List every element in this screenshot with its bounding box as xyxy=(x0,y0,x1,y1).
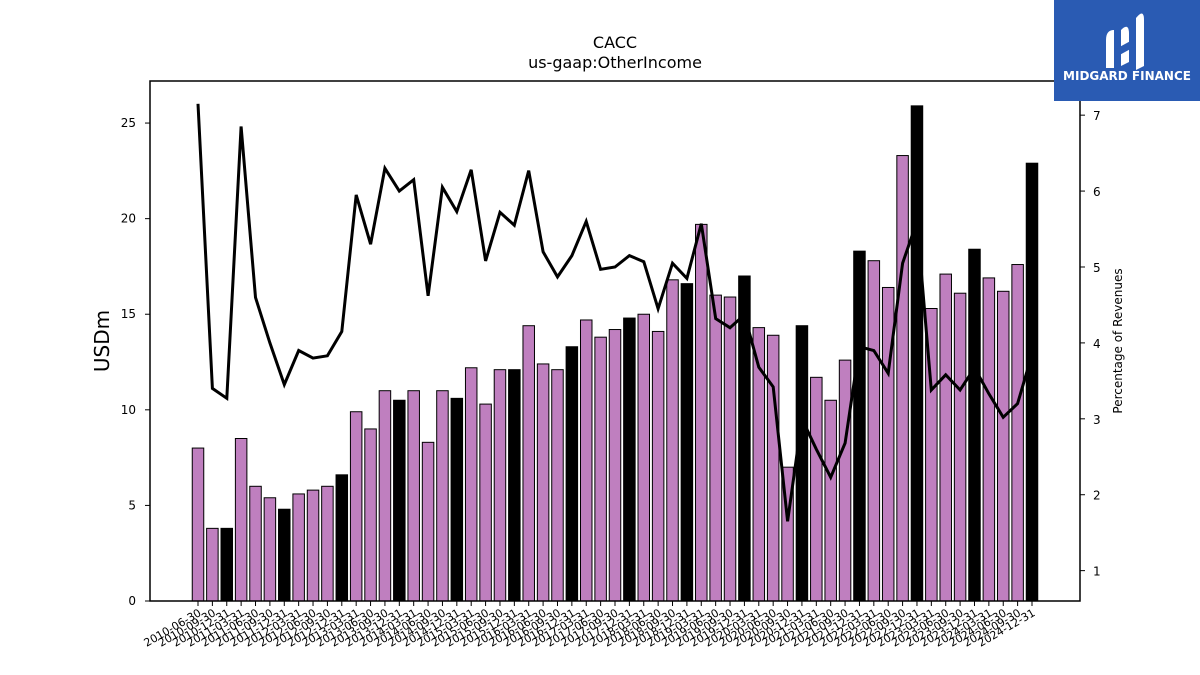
y2-tick-label: 6 xyxy=(1093,185,1101,199)
bar-2018-03-31 xyxy=(637,313,651,602)
bar-2016-12-31 xyxy=(565,346,579,602)
bar-2015-09-30 xyxy=(493,369,507,602)
y2-tick-label: 5 xyxy=(1093,261,1101,275)
bar-2024-06-30 xyxy=(996,290,1010,602)
bar-2010-12-31 xyxy=(220,527,234,602)
bar-2019-03-31 xyxy=(695,223,708,602)
bar-2021-09-30 xyxy=(838,359,852,602)
y2-axis-label: Percentage of Revenues xyxy=(1111,268,1125,413)
bar-2016-09-30 xyxy=(551,369,564,602)
y2-tick-label: 1 xyxy=(1093,565,1101,579)
percentage-line xyxy=(196,103,1034,522)
bar-2013-06-30 xyxy=(364,428,377,602)
bar-2014-03-31 xyxy=(407,390,420,602)
bar-2017-06-30 xyxy=(594,336,607,602)
y-tick-label: 0 xyxy=(128,594,136,608)
y-tick-label: 5 xyxy=(128,498,136,512)
logo-mark-icon xyxy=(1106,13,1144,71)
bar-2013-12-31 xyxy=(393,399,406,602)
bar-2016-06-30 xyxy=(536,363,550,602)
y-tick-label: 10 xyxy=(121,403,136,417)
y-tick-label: 15 xyxy=(121,307,136,321)
bar-2014-09-30 xyxy=(436,390,449,602)
midgard-finance-logo: MIDGARD FINANCE xyxy=(1054,0,1200,101)
bar-2024-09-30 xyxy=(1011,264,1024,602)
y2-tick-label: 4 xyxy=(1093,337,1101,351)
y2-tick-label: 2 xyxy=(1093,489,1101,503)
bar-2012-06-30 xyxy=(306,489,320,602)
bar-2012-12-31 xyxy=(335,474,349,602)
bar-2018-09-30 xyxy=(666,279,679,602)
bar-2014-06-30 xyxy=(421,441,435,602)
bar-2023-12-31 xyxy=(968,248,981,602)
y-tick-label: 20 xyxy=(121,212,136,226)
bar-2011-09-30 xyxy=(263,497,277,602)
bar-2020-06-30 xyxy=(766,334,780,602)
logo-text: MIDGARD FINANCE xyxy=(1063,69,1191,83)
x-axis: 2010-06-302010-09-302010-12-312011-03-31… xyxy=(142,601,1038,650)
bar-2021-03-31 xyxy=(810,376,823,602)
bar-2022-09-30 xyxy=(896,155,909,602)
bars-group xyxy=(191,105,1039,602)
y-axis-label: USDm xyxy=(90,310,114,372)
bar-2010-06-30 xyxy=(191,447,205,602)
bar-2024-03-31 xyxy=(982,277,996,602)
bar-2020-12-31 xyxy=(795,325,809,602)
chart-title: CACC xyxy=(593,33,637,52)
bar-2013-03-31 xyxy=(349,411,363,602)
y-axis-left: 0 5 10 15 20 25 xyxy=(121,116,150,608)
bar-2013-09-30 xyxy=(378,390,392,602)
bar-2022-03-31 xyxy=(867,260,881,602)
chart-subtitle: us-gaap:OtherIncome xyxy=(528,53,702,72)
bar-2011-03-31 xyxy=(234,438,248,602)
bar-2017-09-30 xyxy=(608,329,622,602)
bar-2015-12-31 xyxy=(508,369,521,602)
bar-2017-03-31 xyxy=(579,319,593,602)
bar-2018-06-30 xyxy=(651,330,665,602)
bar-2012-09-30 xyxy=(321,485,334,602)
y-axis-right: 1 2 3 4 5 6 7 xyxy=(1080,109,1101,579)
bar-2021-12-31 xyxy=(853,250,866,602)
bar-2010-09-30 xyxy=(206,527,219,602)
bar-2016-03-31 xyxy=(522,325,535,602)
bar-2018-12-31 xyxy=(680,283,694,602)
bar-2011-12-31 xyxy=(278,508,291,602)
bar-2019-06-30 xyxy=(709,294,722,602)
bar-2024-12-31 xyxy=(1025,162,1039,602)
y-tick-label: 25 xyxy=(121,116,136,130)
bar-2011-06-30 xyxy=(249,485,262,602)
y2-tick-label: 7 xyxy=(1093,109,1101,123)
bar-2012-03-31 xyxy=(292,493,305,602)
bar-2017-12-31 xyxy=(623,317,636,602)
bar-2023-06-30 xyxy=(939,273,952,602)
bar-2015-03-31 xyxy=(464,367,478,602)
bar-2021-06-30 xyxy=(824,399,837,602)
bar-2022-12-31 xyxy=(910,105,924,602)
bar-2019-09-30 xyxy=(723,296,737,602)
y2-tick-label: 3 xyxy=(1093,413,1101,427)
bar-2014-12-31 xyxy=(450,397,464,602)
bar-2023-09-30 xyxy=(953,292,967,602)
bar-2015-06-30 xyxy=(479,403,492,602)
